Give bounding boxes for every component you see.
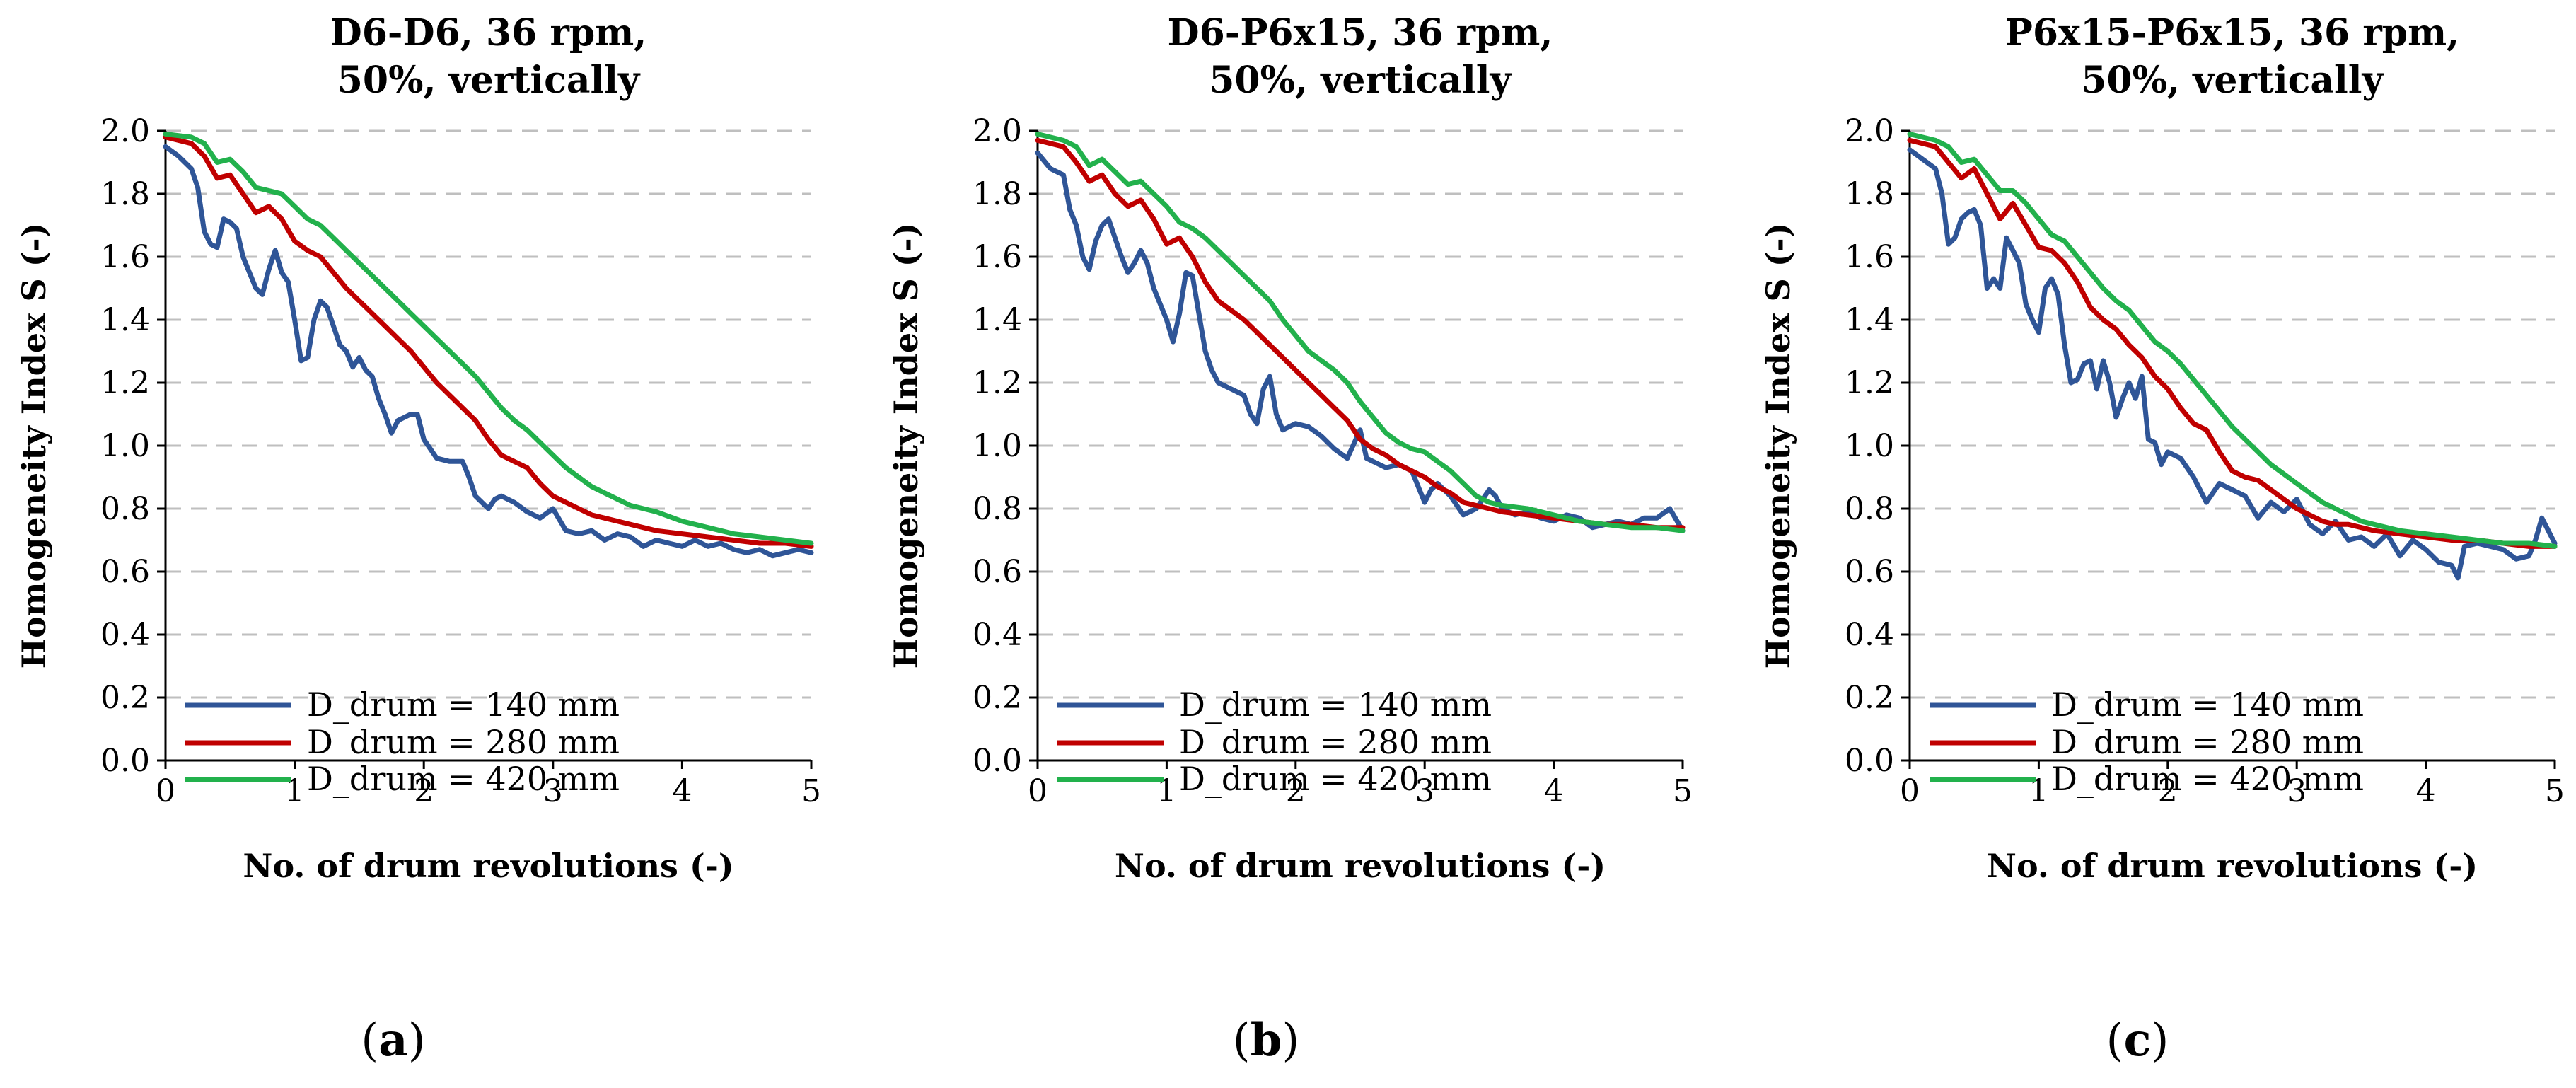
legend-label: D_drum = 140 mm [1179, 685, 1492, 724]
x-axis-label: No. of drum revolutions (-) [243, 847, 733, 885]
y-tick-label: 0.2 [1845, 680, 1894, 716]
x-axis-label: No. of drum revolutions (-) [1987, 847, 2478, 885]
x-tick-label: 4 [2416, 773, 2436, 809]
y-tick-label: 1.0 [1845, 428, 1894, 464]
subfigure-label-part: ( [2106, 1014, 2124, 1067]
x-tick-label: 0 [1028, 773, 1048, 809]
subfigure-label-part: ( [1233, 1014, 1251, 1067]
y-tick-label: 1.6 [973, 239, 1022, 275]
y-tick-label: 0.2 [973, 680, 1022, 716]
chart-title: P6x15-P6x15, 36 rpm, [2005, 11, 2459, 54]
series-line [163, 132, 814, 546]
y-tick-label: 0.6 [973, 554, 1022, 590]
y-tick-label: 1.0 [973, 428, 1022, 464]
y-tick-label: 0.4 [100, 617, 150, 653]
subfigure-label-part: ) [1282, 1014, 1299, 1067]
y-tick-label: 0.8 [973, 491, 1022, 527]
x-tick-label: 0 [156, 773, 175, 809]
subfigure-label: (c) [2106, 1014, 2169, 1067]
y-tick-label: 0.6 [1845, 554, 1894, 590]
legend-label: D_drum = 280 mm [1179, 723, 1492, 761]
y-tick-label: 0.0 [1845, 743, 1894, 779]
subfigure-label-part: ( [361, 1014, 378, 1067]
y-tick-label: 0.6 [100, 554, 150, 590]
x-tick-label: 5 [2545, 773, 2565, 809]
legend-label: D_drum = 140 mm [2051, 685, 2364, 724]
y-tick-label: 1.6 [100, 239, 150, 275]
x-axis-label: No. of drum revolutions (-) [1115, 847, 1606, 885]
series-line [1907, 137, 2558, 549]
y-tick-label: 2.0 [100, 113, 150, 149]
x-tick-label: 2 [414, 773, 434, 809]
y-tick-label: 1.4 [1845, 302, 1894, 338]
y-axis-label: Homogeneity Index S (-) [15, 223, 53, 669]
chart-title: 50%, vertically [2081, 59, 2384, 102]
y-tick-label: 0.0 [973, 743, 1022, 779]
y-tick-label: 1.4 [973, 302, 1022, 338]
subfigure-label-part: b [1251, 1014, 1282, 1067]
y-tick-label: 2.0 [1845, 113, 1894, 149]
y-tick-label: 1.8 [973, 176, 1022, 212]
series-line [1035, 150, 1686, 533]
legend-label: D_drum = 140 mm [307, 685, 620, 724]
y-tick-label: 1.8 [1845, 176, 1894, 212]
y-tick-label: 1.8 [100, 176, 150, 212]
y-tick-label: 0.4 [1845, 617, 1894, 653]
y-axis-label: Homogeneity Index S (-) [1759, 223, 1797, 669]
x-tick-label: 3 [1415, 773, 1434, 809]
series-line [1907, 132, 2558, 549]
y-tick-label: 2.0 [973, 113, 1022, 149]
x-tick-label: 5 [801, 773, 821, 809]
series-line [163, 134, 814, 549]
chart-panel: 0.00.20.40.60.81.01.21.41.61.82.00 1 2 3 4 5D… [15, 11, 821, 1067]
legend-label: D_drum = 420 mm [307, 760, 620, 798]
x-tick-label: 3 [2287, 773, 2307, 809]
y-tick-label: 1.2 [1845, 365, 1894, 401]
x-tick-label: 4 [1544, 773, 1564, 809]
legend-label: D_drum = 280 mm [2051, 723, 2364, 761]
series-line [1907, 147, 2558, 581]
subfigure-label-part: a [378, 1014, 407, 1067]
subfigure-label: (b) [1233, 1014, 1300, 1067]
x-tick-label: 4 [672, 773, 692, 809]
series-line [1035, 132, 1686, 533]
chart-panel: 0.00.20.40.60.81.01.21.41.61.82.00 1 2 3 4 5D… [887, 11, 1693, 1067]
x-tick-label: 5 [1673, 773, 1693, 809]
y-tick-label: 0.0 [100, 743, 150, 779]
subfigure-label-part: c [2124, 1014, 2152, 1067]
x-tick-label: 0 [1900, 773, 1920, 809]
chart-title: D6-D6, 36 rpm, [330, 11, 647, 54]
subfigure-label-part: ) [2151, 1014, 2169, 1067]
legend-label: D_drum = 420 mm [2051, 760, 2364, 798]
y-tick-label: 0.4 [973, 617, 1022, 653]
y-tick-label: 1.2 [100, 365, 150, 401]
legend-label: D_drum = 280 mm [307, 723, 620, 761]
subfigure-label: (a) [361, 1014, 425, 1067]
x-tick-label: 2 [1286, 773, 1306, 809]
y-axis-label: Homogeneity Index S (-) [887, 223, 925, 669]
y-tick-label: 0.8 [100, 491, 150, 527]
y-tick-label: 0.8 [1845, 491, 1894, 527]
series-line [163, 144, 814, 559]
y-tick-label: 0.2 [100, 680, 150, 716]
series-line [1035, 137, 1686, 531]
y-tick-label: 1.2 [973, 365, 1022, 401]
chart-title: D6-P6x15, 36 rpm, [1167, 11, 1553, 54]
subfigure-label-part: ) [408, 1014, 426, 1067]
y-tick-label: 1.6 [1845, 239, 1894, 275]
legend-label: D_drum = 420 mm [1179, 760, 1492, 798]
chart-title: 50%, vertically [337, 59, 641, 102]
y-tick-label: 1.0 [100, 428, 150, 464]
x-tick-label: 3 [543, 773, 563, 809]
y-tick-label: 1.4 [100, 302, 150, 338]
x-tick-label: 2 [2158, 773, 2178, 809]
chart-panel: 0.00.20.40.60.81.01.21.41.61.82.00 1 2 3 4 5D… [1759, 11, 2565, 1067]
chart-title: 50%, vertically [1209, 59, 1512, 102]
